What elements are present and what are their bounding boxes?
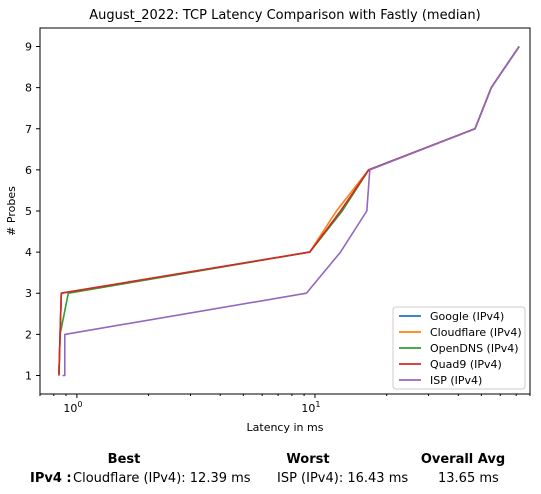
x-tick-label: 100 [63, 400, 82, 415]
legend-label: ISP (IPv4) [430, 374, 482, 387]
y-tick-label: 1 [25, 369, 32, 382]
y-tick-label: 5 [25, 205, 32, 218]
series-lines [58, 46, 520, 377]
legend-label: Google (IPv4) [430, 310, 504, 323]
legend-label: Quad9 (IPv4) [430, 358, 502, 371]
avg-header: Overall Avg [420, 452, 506, 467]
y-tick-label: 3 [25, 287, 32, 300]
y-tick-label: 9 [25, 41, 32, 54]
summary-row-ipv4: IPv4 : [30, 471, 72, 486]
y-tick-label: 8 [25, 82, 32, 95]
y-axis-label: # Probes [5, 186, 18, 236]
best-value: Cloudflare (IPv4): 12.39 ms [73, 471, 251, 486]
row-label-ipv4: IPv4 : [30, 471, 72, 486]
best-header: Best [107, 452, 141, 467]
y-tick-label: 2 [25, 328, 32, 341]
legend-label: Cloudflare (IPv4) [430, 326, 522, 339]
chart-title: August_2022: TCP Latency Comparison with… [89, 8, 480, 23]
x-tick-label: 101 [301, 400, 320, 415]
y-tick-label: 7 [25, 123, 32, 136]
y-tick-label: 6 [25, 164, 32, 177]
x-axis: 100 101 [39, 394, 531, 415]
y-axis: 1 2 3 4 5 6 7 8 9 [25, 41, 40, 382]
legend-label: OpenDNS (IPv4) [430, 342, 519, 355]
x-axis-label: Latency in ms [247, 421, 324, 434]
worst-value: ISP (IPv4): 16.43 ms [277, 471, 409, 486]
legend: Google (IPv4) Cloudflare (IPv4) OpenDNS (I… [392, 306, 526, 390]
legend-box [392, 306, 526, 390]
avg-value: 13.65 ms [438, 471, 499, 486]
worst-header: Worst [286, 452, 330, 467]
series-line [62, 46, 520, 377]
y-tick-label: 4 [25, 246, 32, 259]
latency-chart: August_2022: TCP Latency Comparison with… [5, 8, 531, 434]
summary-table: Best Worst Overall Avg IPv4 : Cloudflare… [0, 448, 541, 494]
